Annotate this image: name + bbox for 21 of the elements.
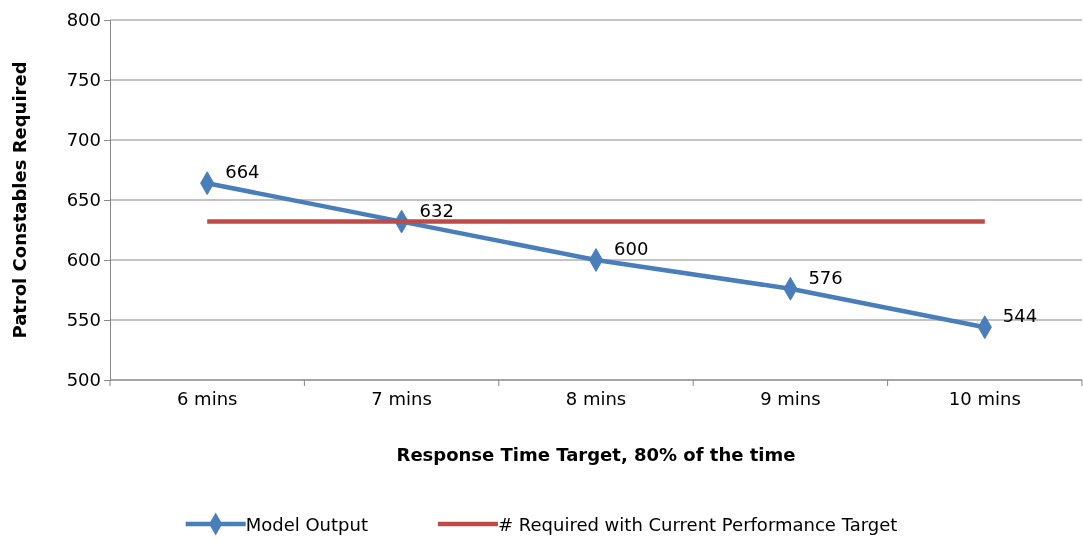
- x-axis-title: Response Time Target, 80% of the time: [396, 444, 796, 465]
- x-tick-label: 10 mins: [948, 387, 1021, 409]
- y-tick-label: 550: [66, 309, 101, 331]
- y-tick-label: 600: [66, 249, 101, 271]
- y-tick-label: 700: [66, 129, 101, 151]
- y-axis-title: Patrol Constables Required: [9, 61, 30, 339]
- y-tick-label: 650: [66, 189, 101, 211]
- legend-label: Model Output: [245, 514, 368, 535]
- y-tick-label: 800: [66, 9, 101, 31]
- x-tick-label: 9 mins: [760, 387, 821, 409]
- x-tick-label: 7 mins: [371, 387, 432, 409]
- legend-label: # Required with Current Performance Target: [497, 514, 898, 535]
- data-label: 576: [808, 266, 843, 288]
- data-label: 632: [419, 199, 454, 221]
- x-tick-label: 8 mins: [565, 387, 627, 409]
- data-label: 600: [614, 238, 649, 259]
- data-label: 544: [1002, 305, 1038, 327]
- y-tick-label: 750: [66, 69, 101, 91]
- y-tick-label: 500: [66, 369, 101, 391]
- x-tick-label: 6 mins: [176, 387, 238, 409]
- data-label: 664: [225, 161, 260, 183]
